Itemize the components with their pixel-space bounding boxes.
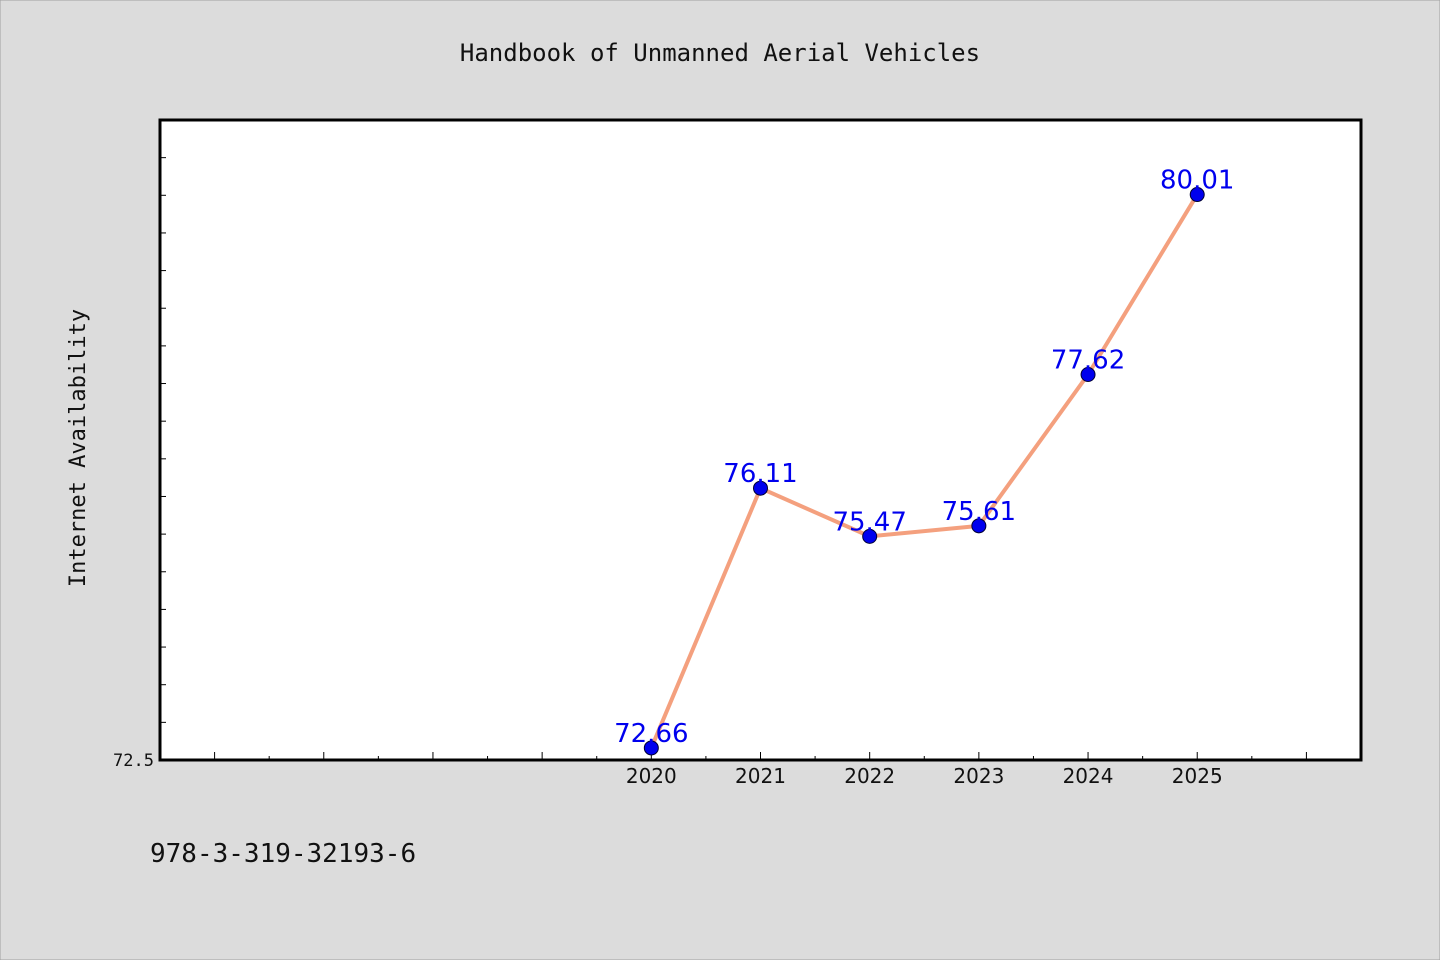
footer-isbn: 978-3-319-32193-6 bbox=[150, 839, 416, 869]
x-tick-label: 2022 bbox=[844, 764, 895, 788]
data-label: 80.01 bbox=[1160, 166, 1234, 196]
y-tick-label: 72.5 bbox=[113, 751, 154, 771]
series-line bbox=[649, 193, 1199, 749]
data-point bbox=[1189, 187, 1205, 203]
data-point bbox=[971, 518, 987, 534]
x-tick-label: 2025 bbox=[1172, 764, 1223, 788]
data-point bbox=[753, 480, 768, 496]
y-tick-labels: 72.5 bbox=[113, 751, 154, 771]
data-markers bbox=[643, 187, 1205, 756]
chart-title: Handbook of Unmanned Aerial Vehicles bbox=[460, 39, 980, 67]
data-point bbox=[1080, 366, 1096, 382]
x-tick-label: 2021 bbox=[735, 764, 786, 788]
x-tick-labels: 2020 2021 2022 2023 2024 2025 bbox=[626, 764, 1223, 788]
data-label: 77.62 bbox=[1051, 345, 1125, 375]
x-tick-label: 2024 bbox=[1063, 764, 1114, 788]
data-point bbox=[862, 528, 878, 544]
x-tick-label: 2023 bbox=[953, 764, 1004, 788]
data-label: 76.11 bbox=[723, 459, 797, 489]
data-label: 75.61 bbox=[942, 497, 1016, 527]
data-point bbox=[643, 740, 659, 756]
y-axis-label: Internet Availability bbox=[66, 309, 91, 587]
data-label: 75.47 bbox=[832, 507, 906, 537]
data-label: 72.66 bbox=[614, 719, 688, 749]
x-tick-label: 2020 bbox=[626, 764, 677, 788]
plot-area bbox=[160, 120, 1361, 760]
data-labels: 72.66 76.11 75.47 75.61 77.62 80.01 bbox=[614, 166, 1234, 749]
plot-frame bbox=[158, 118, 1363, 762]
